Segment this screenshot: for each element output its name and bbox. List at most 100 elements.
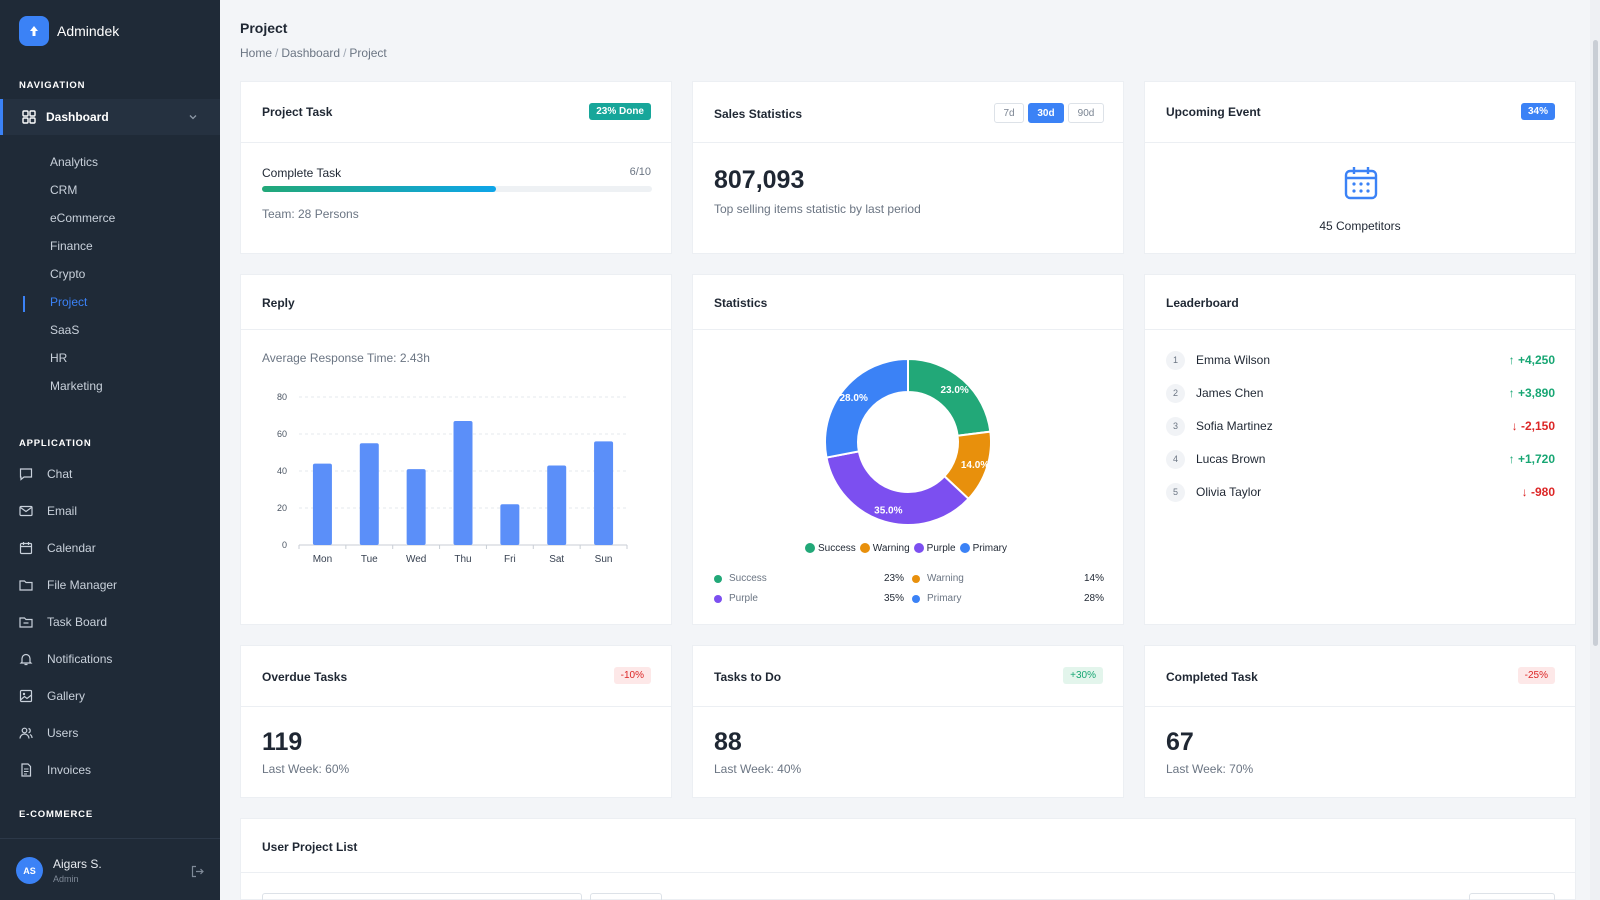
sidebar-subitem-ecommerce[interactable]: eCommerce bbox=[50, 211, 116, 225]
slice-label: 28.0% bbox=[839, 393, 867, 404]
leaderboard-row[interactable]: 3 Sofia Martinez ↓ -2,150 bbox=[1166, 416, 1555, 436]
leader-score: ↑ +1,720 bbox=[1508, 452, 1555, 466]
rank-badge: 2 bbox=[1166, 383, 1185, 403]
x-tick-label: Mon bbox=[313, 554, 332, 565]
brand-name: Admindek bbox=[57, 23, 120, 39]
card-title: Tasks to Do bbox=[714, 670, 782, 684]
upcoming-event-card: Upcoming Event 34% 45 Competitors bbox=[1144, 81, 1576, 254]
ecommerce-heading: E-COMMERCE bbox=[19, 809, 93, 820]
bell-icon bbox=[19, 653, 33, 666]
leader-score: ↓ -2,150 bbox=[1511, 419, 1555, 433]
x-tick-label: Sat bbox=[549, 554, 564, 565]
legend-item-success[interactable]: Success bbox=[804, 543, 856, 554]
sidebar-subitem-finance[interactable]: Finance bbox=[50, 239, 93, 253]
avatar[interactable]: AS bbox=[16, 857, 43, 884]
breadcrumb-dashboard[interactable]: Dashboard bbox=[281, 46, 341, 60]
sidebar-item-calendar[interactable]: Calendar bbox=[19, 538, 96, 558]
leaderboard-row[interactable]: 5 Olivia Taylor ↓ -980 bbox=[1166, 482, 1555, 502]
x-tick-label: Thu bbox=[454, 554, 471, 565]
sidebar-item-file-manager[interactable]: File Manager bbox=[19, 575, 117, 595]
slice-label: 23.0% bbox=[940, 385, 968, 396]
sidebar-item-invoices[interactable]: Invoices bbox=[19, 760, 91, 780]
statistics-card: Statistics 23.0% 14.0% 35.0% 28.0% Success W… bbox=[692, 274, 1124, 625]
stat-name: Purple bbox=[729, 593, 758, 604]
stat-row-purple: Purple 35% bbox=[714, 593, 904, 604]
sidebar-item-dashboard[interactable]: Dashboard bbox=[0, 99, 220, 135]
sidebar-subitem-project[interactable]: Project bbox=[50, 295, 88, 309]
action-button[interactable] bbox=[1469, 893, 1555, 900]
sidebar-item-task-board[interactable]: Task Board bbox=[19, 612, 107, 632]
sidebar-subitem-crypto[interactable]: Crypto bbox=[50, 267, 86, 281]
card-title: Upcoming Event bbox=[1166, 105, 1261, 119]
sidebar-item-label: Users bbox=[47, 726, 79, 740]
kpi-caption: Last Week: 40% bbox=[714, 762, 802, 776]
bar-thu bbox=[453, 421, 473, 545]
period-30d-button[interactable]: 30d bbox=[1028, 103, 1064, 123]
rank-badge: 3 bbox=[1166, 416, 1185, 436]
folder-icon bbox=[19, 580, 33, 591]
card-title: Statistics bbox=[714, 296, 768, 310]
leaderboard-row[interactable]: 1 Emma Wilson ↑ +4,250 bbox=[1166, 350, 1555, 370]
sidebar-subitem-hr[interactable]: HR bbox=[50, 351, 68, 365]
project-task-card: Project Task 23% Done Complete Task 6/10… bbox=[240, 81, 672, 254]
legend-item-warning[interactable]: Warning bbox=[859, 543, 910, 554]
chevron-down-icon bbox=[189, 115, 197, 120]
search-input[interactable] bbox=[262, 893, 582, 900]
legend-label: Primary bbox=[972, 542, 1008, 554]
sidebar-item-gallery[interactable]: Gallery bbox=[19, 686, 85, 706]
task-count: 6/10 bbox=[629, 166, 651, 178]
statistics-donut-chart: 23.0% 14.0% 35.0% 28.0% bbox=[824, 357, 992, 526]
logo-icon bbox=[19, 16, 49, 46]
sidebar-subitem-crm[interactable]: CRM bbox=[50, 183, 78, 197]
stat-name: Primary bbox=[927, 593, 962, 604]
legend-dot bbox=[913, 543, 924, 553]
breadcrumb-home[interactable]: Home bbox=[240, 46, 273, 60]
filter-button[interactable] bbox=[590, 893, 662, 900]
sales-caption: Top selling items statistic by last peri… bbox=[714, 202, 921, 216]
task-label: Complete Task bbox=[262, 166, 342, 180]
leaderboard-row[interactable]: 4 Lucas Brown ↑ +1,720 bbox=[1166, 449, 1555, 469]
sales-value: 807,093 bbox=[714, 166, 805, 194]
leader-score: ↑ +4,250 bbox=[1508, 353, 1555, 367]
period-90d-button[interactable]: 90d bbox=[1068, 103, 1104, 123]
legend-dot bbox=[959, 543, 970, 553]
application-heading: APPLICATION bbox=[19, 438, 92, 449]
sidebar-item-label: Notifications bbox=[47, 652, 113, 666]
bar-sat bbox=[547, 465, 567, 545]
brand[interactable]: Admindek bbox=[19, 16, 119, 46]
success-dot bbox=[714, 574, 722, 583]
sidebar-item-email[interactable]: Email bbox=[19, 501, 77, 521]
change-badge: -10% bbox=[613, 667, 651, 684]
scrollbar-thumb[interactable] bbox=[1593, 40, 1598, 646]
sidebar-subitem-saas[interactable]: SaaS bbox=[50, 323, 80, 337]
slice-label: 14.0% bbox=[961, 460, 989, 471]
sidebar-subitem-marketing[interactable]: Marketing bbox=[50, 379, 103, 393]
primary-dot bbox=[912, 594, 920, 603]
sidebar-user-panel: AS Aigars S. Admin bbox=[0, 838, 220, 900]
leader-score: ↑ +3,890 bbox=[1508, 386, 1555, 400]
scrollbar[interactable] bbox=[1590, 0, 1600, 900]
bar-tue bbox=[359, 443, 379, 545]
sidebar-subitem-analytics[interactable]: Analytics bbox=[50, 155, 99, 169]
legend-item-primary[interactable]: Primary bbox=[959, 542, 1008, 554]
sidebar-item-users[interactable]: Users bbox=[19, 723, 78, 743]
legend-item-purple[interactable]: Purple bbox=[913, 543, 956, 554]
leaderboard-row[interactable]: 2 James Chen ↑ +3,890 bbox=[1166, 383, 1555, 403]
breadcrumb-current: Project bbox=[349, 46, 387, 60]
x-tick-label: Tue bbox=[361, 554, 378, 565]
reply-card: Reply Average Response Time: 2.43h 0 20 40… bbox=[240, 274, 672, 625]
status-badge: 23% Done bbox=[589, 103, 651, 120]
logout-icon[interactable] bbox=[191, 865, 204, 878]
sidebar-item-chat[interactable]: Chat bbox=[19, 464, 72, 484]
invoice-icon bbox=[21, 763, 32, 777]
dashboard-icon bbox=[22, 110, 36, 124]
period-7d-button[interactable]: 7d bbox=[994, 103, 1024, 123]
y-tick-label: 0 bbox=[282, 540, 287, 550]
leader-name: James Chen bbox=[1196, 386, 1264, 400]
y-tick-label: 60 bbox=[277, 429, 287, 439]
event-label: 45 Competitors bbox=[1319, 219, 1401, 233]
sidebar-item-notifications[interactable]: Notifications bbox=[19, 649, 112, 669]
y-tick-label: 20 bbox=[277, 503, 287, 513]
user-name: Aigars S. bbox=[53, 857, 102, 871]
avg-response: Average Response Time: 2.43h bbox=[262, 351, 430, 365]
